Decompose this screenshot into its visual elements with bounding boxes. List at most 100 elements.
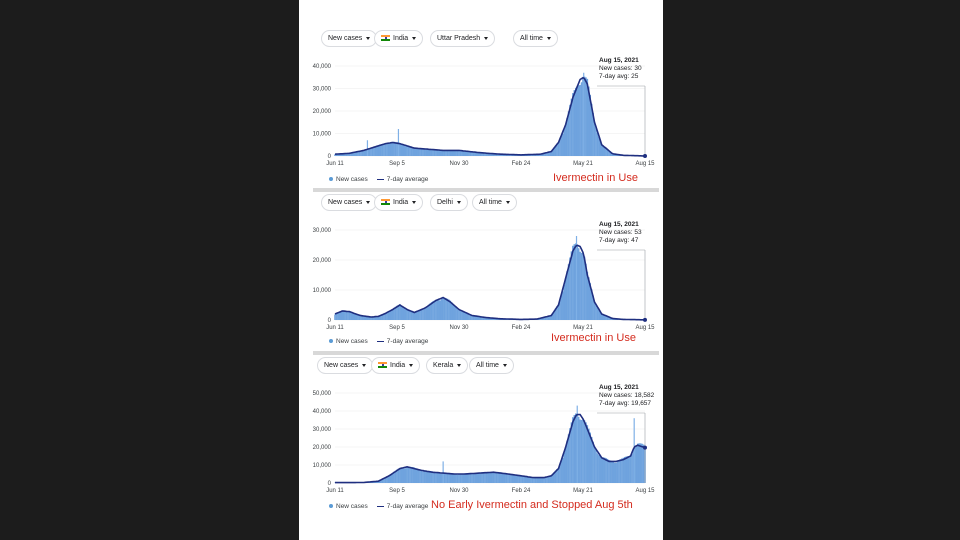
new-cases-bar [518,475,521,483]
metric-label: New cases [328,199,363,206]
seven-day-average-line [335,413,646,484]
new-cases-bar [590,437,593,483]
new-cases-bar [564,124,567,156]
new-cases-bar [481,152,483,156]
new-cases-bar [639,443,642,483]
new-cases-bar [438,150,440,156]
new-cases-bar [399,467,401,483]
new-cases-bar [345,153,348,156]
new-cases-bar [492,472,495,483]
new-cases-bar [560,136,563,156]
x-tick-label: May 21 [573,325,593,331]
new-cases-bar [436,149,439,156]
new-cases-bar [600,313,603,320]
new-cases-bar [603,314,606,320]
new-cases-bar [386,313,388,320]
new-cases-bar [410,146,413,156]
new-cases-bar [347,153,349,156]
new-cases-bar [586,271,589,320]
new-cases-bar [416,310,418,320]
new-cases-bar [360,315,362,320]
metric-dropdown[interactable]: New cases [321,194,378,211]
new-cases-bar [364,149,367,156]
new-cases-bar [612,153,615,156]
new-cases-bar [426,148,429,156]
new-cases-bar [489,318,492,320]
new-cases-bar [432,471,434,483]
new-cases-bar [341,153,344,156]
region-label: Uttar Pradesh [437,35,481,42]
new-cases-bar [435,299,437,320]
new-cases-bar [603,457,606,483]
region-dropdown[interactable]: Uttar Pradesh [430,30,496,47]
avg-line-icon [376,505,384,508]
new-cases-bar [510,474,512,483]
new-cases-bar [452,473,455,483]
range-dropdown[interactable]: All time [469,357,514,374]
metric-dropdown[interactable]: New cases [317,357,374,374]
new-cases-bar [521,475,524,483]
annotation-text: No Early Ivermectin and Stopped Aug 5th [431,499,633,511]
country-dropdown[interactable]: India [374,30,424,47]
new-cases-bar [448,472,450,483]
new-cases-bar [468,151,470,156]
new-cases-bar [449,149,452,156]
new-cases-bar [443,150,446,156]
new-cases-spike [442,461,444,483]
new-cases-bar [355,151,358,156]
seven-day-average-line [334,244,646,321]
new-cases-bar [344,153,346,156]
region-dropdown[interactable]: Delhi [430,194,468,211]
y-tick-label: 20,000 [313,109,332,115]
new-cases-bar [410,466,413,483]
country-label: India [393,199,409,206]
new-cases-bar [491,153,493,156]
new-cases-bar [593,446,596,483]
region-dropdown[interactable]: Kerala [426,357,469,374]
chevron-down-icon [409,363,414,367]
y-tick-label: 10,000 [313,463,332,469]
x-tick-label: Aug 15 [635,325,655,331]
new-cases-bar [528,477,531,483]
x-tick-label: Nov 30 [449,488,469,494]
new-cases-bar [587,428,590,483]
new-cases-bar [377,481,380,483]
new-cases-bar [358,150,361,156]
new-cases-bar [472,152,475,156]
new-cases-bar [413,467,416,483]
new-cases-bar [466,313,469,320]
new-cases-bar [508,474,511,483]
new-cases-bar [397,468,400,483]
country-dropdown[interactable]: India [371,357,421,374]
x-tick-label: Aug 15 [635,161,655,167]
range-dropdown[interactable]: All time [513,30,558,47]
y-tick-label: 50,000 [313,391,332,397]
new-cases-bar [567,111,570,156]
new-cases-bar [358,314,361,320]
new-cases-bar [634,447,636,483]
new-cases-bar [504,154,506,156]
new-cases-bar [625,456,628,483]
x-tick-label: Feb 24 [512,325,531,331]
range-dropdown[interactable]: All time [472,194,517,211]
new-cases-bar [462,473,465,483]
new-cases-bar [370,148,372,156]
new-cases-bar [383,313,385,320]
metric-dropdown[interactable]: New cases [321,30,378,47]
new-cases-bar [388,311,391,320]
country-dropdown[interactable]: India [374,194,424,211]
new-cases-bar [507,154,509,156]
new-cases-bar [459,150,462,156]
new-cases-bar [557,468,560,483]
new-cases-bar [556,469,558,483]
y-tick-label: 10,000 [313,288,332,294]
new-cases-bar [543,317,545,320]
new-cases-bar [380,314,382,320]
new-cases-bar [583,256,586,320]
y-tick-label: 30,000 [313,87,332,93]
new-cases-bar [388,143,391,156]
chevron-down-icon [546,36,551,40]
